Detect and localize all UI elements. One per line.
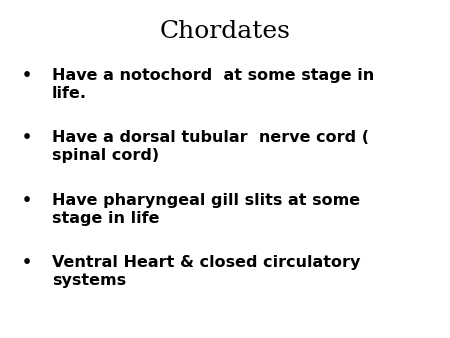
Text: •: • [22,193,32,208]
Text: Chordates: Chordates [160,20,290,43]
Text: Have a dorsal tubular  nerve cord (
spinal cord): Have a dorsal tubular nerve cord ( spina… [52,130,369,163]
Text: Ventral Heart & closed circulatory
systems: Ventral Heart & closed circulatory syste… [52,255,360,288]
Text: •: • [22,255,32,270]
Text: •: • [22,68,32,82]
Text: Have pharyngeal gill slits at some
stage in life: Have pharyngeal gill slits at some stage… [52,193,360,226]
Text: Have a notochord  at some stage in
life.: Have a notochord at some stage in life. [52,68,374,101]
Text: •: • [22,130,32,145]
